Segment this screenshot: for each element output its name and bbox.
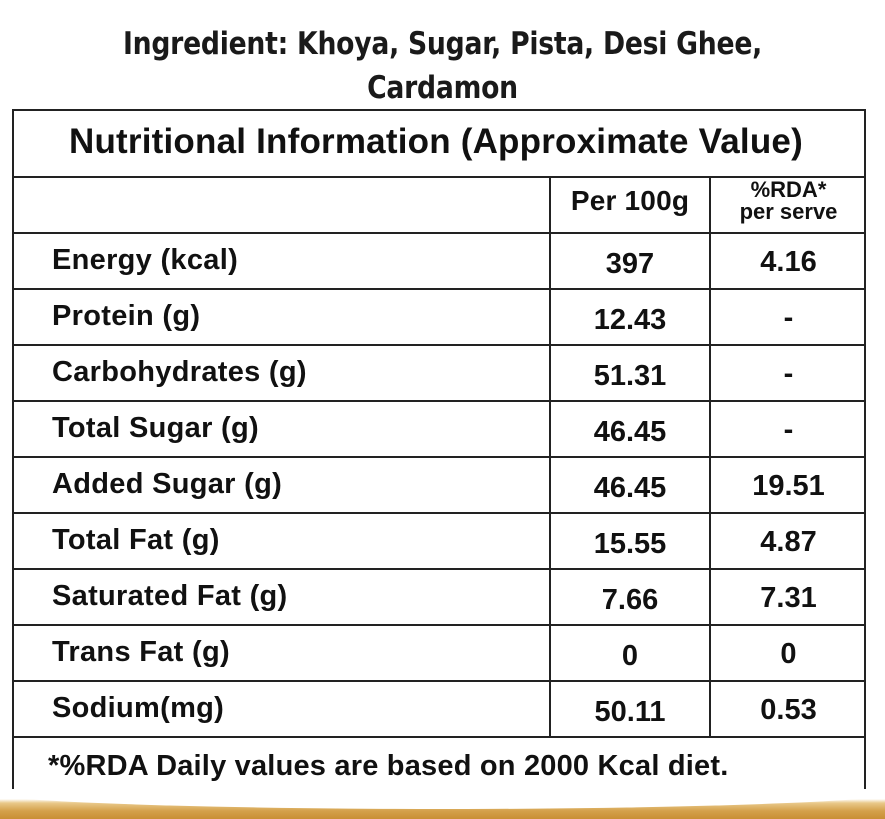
row-divider (14, 736, 864, 738)
nutrient-per-100g: 51.31 (593, 360, 667, 392)
table-row: Carbohydrates (g) 51.31 - (14, 346, 864, 402)
nutrient-name: Carbohydrates (g) (52, 356, 307, 388)
nutrient-name: Energy (kcal) (52, 244, 239, 276)
nutrient-rda: - (783, 358, 794, 390)
ingredients-text: Ingredient: Khoya, Sugar, Pista, Desi Gh… (96, 22, 788, 110)
nutrient-name: Saturated Fat (g) (52, 580, 288, 612)
rda-footnote: *%RDA Daily values are based on 2000 Kca… (48, 750, 729, 782)
nutrient-per-100g: 15.55 (593, 528, 667, 560)
nutrient-name: Sodium(mg) (52, 692, 225, 724)
row-divider (14, 232, 864, 234)
nutrient-name: Total Fat (g) (52, 524, 220, 556)
table-row: Added Sugar (g) 46.45 19.51 (14, 458, 864, 514)
nutrient-rda: 0.53 (760, 694, 817, 726)
nutrient-name: Total Sugar (g) (52, 412, 259, 444)
nutrient-name: Added Sugar (g) (52, 468, 283, 500)
row-divider (14, 568, 864, 570)
nutrient-name: Trans Fat (g) (52, 636, 230, 668)
nutrient-rda: 4.16 (760, 246, 817, 278)
table-row: Protein (g) 12.43 - (14, 290, 864, 346)
nutrient-per-100g: 50.11 (594, 696, 666, 728)
nutrient-rda: 4.87 (760, 526, 817, 558)
nutrient-per-100g: 12.43 (593, 304, 667, 336)
nutrient-per-100g: 397 (605, 248, 655, 280)
table-row: Trans Fat (g) 0 0 (14, 626, 864, 682)
column-header-rda-line1: %RDA* (750, 177, 827, 202)
row-divider (14, 624, 864, 626)
row-divider (14, 512, 864, 514)
table-row: Energy (kcal) 397 4.16 (14, 234, 864, 290)
nutrition-title: Nutritional Information (Approximate Val… (69, 122, 803, 161)
row-divider (14, 680, 864, 682)
table-row: Sodium(mg) 50.11 0.53 (14, 682, 864, 738)
column-header-per-100g: Per 100g (570, 185, 690, 216)
row-divider (14, 288, 864, 290)
row-divider (14, 400, 864, 402)
nutrition-title-row: Nutritional Information (Approximate Val… (14, 111, 864, 178)
nutrient-rda: - (783, 414, 794, 446)
nutrient-name: Protein (g) (52, 300, 201, 332)
table-row: Total Sugar (g) 46.45 - (14, 402, 864, 458)
nutrient-per-100g: 46.45 (593, 416, 667, 448)
column-header-rda: %RDA* per serve (711, 179, 866, 223)
nutrient-per-100g: 46.45 (593, 472, 667, 504)
table-row: Saturated Fat (g) 7.66 7.31 (14, 570, 864, 626)
nutrient-rda: 7.31 (760, 582, 817, 614)
nutrient-per-100g: 0 (621, 640, 639, 672)
row-divider (14, 456, 864, 458)
nutrition-table: Nutritional Information (Approximate Val… (12, 109, 866, 795)
row-divider (14, 344, 864, 346)
nutrient-rda: 19.51 (752, 470, 825, 502)
gold-decorative-band (0, 789, 885, 819)
nutrient-per-100g: 7.66 (601, 584, 659, 616)
column-header-rda-line2: per serve (739, 199, 838, 224)
table-row: Total Fat (g) 15.55 4.87 (14, 514, 864, 570)
ingredients-line-1: Ingredient: Khoya, Sugar, Pista, Desi Gh… (122, 26, 763, 62)
ingredients-line-2: Cardamon (367, 70, 518, 106)
nutrient-rda: - (783, 302, 794, 334)
nutrient-rda: 0 (780, 638, 797, 670)
